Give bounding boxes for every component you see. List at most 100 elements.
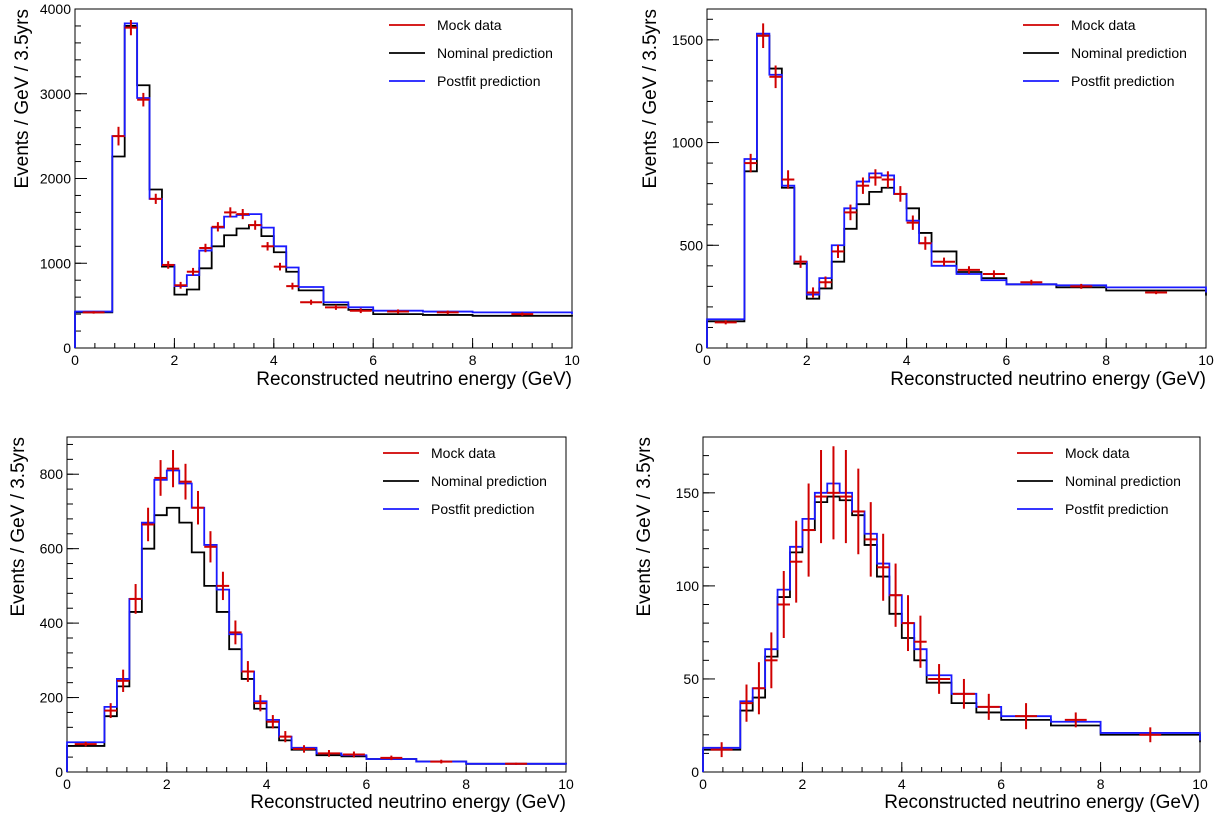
y-axis-title: Events / GeV / 3.5yrs bbox=[634, 437, 655, 617]
y-axis-title: Events / GeV / 3.5yrs bbox=[12, 9, 33, 189]
mock-data-point bbox=[430, 759, 453, 764]
x-tick-label: 10 bbox=[558, 776, 574, 792]
legend-label: Nominal prediction bbox=[437, 45, 553, 61]
mock-data-point bbox=[914, 615, 927, 668]
mock-data-point bbox=[919, 236, 932, 250]
mock-data-point bbox=[928, 664, 951, 694]
mock-data-point bbox=[869, 169, 882, 186]
y-tick-label: 50 bbox=[683, 671, 699, 687]
legend-entry: Postfit prediction bbox=[1023, 73, 1175, 89]
legend-entry: Mock data bbox=[383, 445, 496, 461]
y-tick-label: 0 bbox=[691, 764, 699, 780]
mock-data-point bbox=[752, 662, 766, 715]
x-axis-title: Reconstructed neutrino energy (GeV) bbox=[884, 792, 1200, 813]
y-tick-label: 0 bbox=[63, 340, 71, 356]
mock-data-point bbox=[293, 745, 316, 753]
mock-data-point bbox=[324, 304, 347, 310]
legend-label: Postfit prediction bbox=[431, 501, 535, 517]
mock-data-point bbox=[174, 281, 187, 289]
x-tick-label: 10 bbox=[564, 352, 580, 368]
chart-panel-3: 0 2 4 6 8 10 0 200 400 600 800 Reconstructed neutri… bbox=[0, 411, 610, 823]
mock-data-point bbox=[740, 684, 753, 722]
mock-data-point bbox=[864, 502, 877, 577]
mock-data-point bbox=[112, 126, 125, 146]
legend-entry: Postfit prediction bbox=[389, 73, 541, 89]
mock-data-point bbox=[1015, 703, 1037, 730]
x-tick-label: 2 bbox=[799, 776, 807, 792]
x-tick-label: 2 bbox=[171, 352, 179, 368]
x-tick-label: 8 bbox=[1102, 352, 1110, 368]
mock-data-point bbox=[254, 694, 267, 712]
legend-label: Postfit prediction bbox=[437, 73, 541, 89]
legend-entry: Postfit prediction bbox=[1017, 501, 1169, 517]
x-tick-label: 4 bbox=[270, 352, 278, 368]
x-tick-label: 0 bbox=[699, 776, 707, 792]
legend-entry: Mock data bbox=[1023, 17, 1136, 33]
y-tick-label: 400 bbox=[40, 615, 64, 631]
legend-label: Mock data bbox=[1071, 17, 1136, 33]
mock-data-point bbox=[710, 742, 733, 758]
mock-data-point bbox=[224, 207, 237, 218]
x-tick-label: 2 bbox=[163, 776, 171, 792]
mock-data-point bbox=[894, 186, 907, 202]
mock-data-point bbox=[387, 309, 409, 314]
chart-panel-2: 0 2 4 6 8 10 0 500 1000 1500 Reconstructed neutrin… bbox=[610, 0, 1221, 411]
x-tick-label: 4 bbox=[898, 776, 906, 792]
mock-data-point bbox=[82, 311, 105, 314]
legend-entry: Postfit prediction bbox=[383, 501, 535, 517]
mock-data-point bbox=[137, 92, 150, 107]
mock-data-point bbox=[141, 507, 155, 542]
mock-data-point bbox=[806, 287, 820, 298]
x-tick-label: 10 bbox=[1192, 776, 1208, 792]
mock-data-point bbox=[952, 678, 975, 709]
mock-data-point bbox=[179, 463, 192, 500]
mock-data-point bbox=[714, 320, 737, 325]
mock-data-point bbox=[211, 222, 225, 232]
mock-data-point bbox=[794, 255, 807, 268]
mock-data-point bbox=[186, 267, 200, 276]
legend-label: Postfit prediction bbox=[1071, 73, 1175, 89]
mock-data-point bbox=[116, 669, 130, 692]
mock-data-point bbox=[229, 620, 242, 645]
legend-label: Mock data bbox=[1065, 445, 1130, 461]
chart-svg: 0 2 4 6 8 10 0 500 1000 1500 Reconstructed neutrin… bbox=[640, 8, 1214, 390]
mock-data-point bbox=[901, 595, 915, 652]
y-tick-label: 100 bbox=[676, 578, 700, 594]
mock-data-point bbox=[216, 571, 230, 601]
legend-entry: Mock data bbox=[1017, 445, 1130, 461]
mock-data-point bbox=[852, 468, 865, 555]
mock-data-point bbox=[199, 243, 212, 253]
x-tick-label: 6 bbox=[369, 352, 377, 368]
mock-data-point bbox=[191, 490, 205, 525]
mock-data-point bbox=[781, 170, 795, 189]
chart-panel-1: 0 2 4 6 8 10 0 1000 2000 3000 4000 Reconstructed ne… bbox=[0, 0, 610, 411]
mock-data-point bbox=[166, 450, 180, 488]
y-tick-label: 4000 bbox=[40, 1, 71, 17]
legend-entry: Nominal prediction bbox=[1017, 473, 1181, 489]
y-tick-label: 800 bbox=[40, 466, 64, 482]
mock-data-point bbox=[889, 563, 902, 627]
y-tick-label: 500 bbox=[680, 237, 704, 253]
mock-data-point bbox=[505, 762, 528, 765]
mock-data-point bbox=[1070, 283, 1093, 289]
mock-data-point bbox=[129, 584, 142, 614]
x-tick-label: 4 bbox=[263, 776, 271, 792]
chart-svg: 0 2 4 6 8 10 0 1000 2000 3000 4000 Reconstructed ne… bbox=[12, 1, 580, 390]
x-tick-label: 8 bbox=[1097, 776, 1105, 792]
x-tick-label: 6 bbox=[997, 776, 1005, 792]
legend-entry: Nominal prediction bbox=[389, 45, 553, 61]
legend-label: Nominal prediction bbox=[431, 473, 547, 489]
postfit-prediction-line bbox=[702, 482, 1201, 772]
mock-data-point bbox=[149, 193, 162, 204]
legend-label: Postfit prediction bbox=[1065, 501, 1169, 517]
mock-data-point bbox=[802, 483, 815, 577]
mock-data-point bbox=[789, 520, 803, 603]
mock-data-point bbox=[74, 741, 97, 747]
mock-data-point bbox=[436, 310, 459, 315]
mock-data-point bbox=[744, 153, 757, 173]
x-tick-label: 0 bbox=[63, 776, 71, 792]
mock-data-point bbox=[161, 261, 175, 269]
legend-label: Mock data bbox=[431, 445, 496, 461]
mock-data-point bbox=[1020, 279, 1043, 285]
